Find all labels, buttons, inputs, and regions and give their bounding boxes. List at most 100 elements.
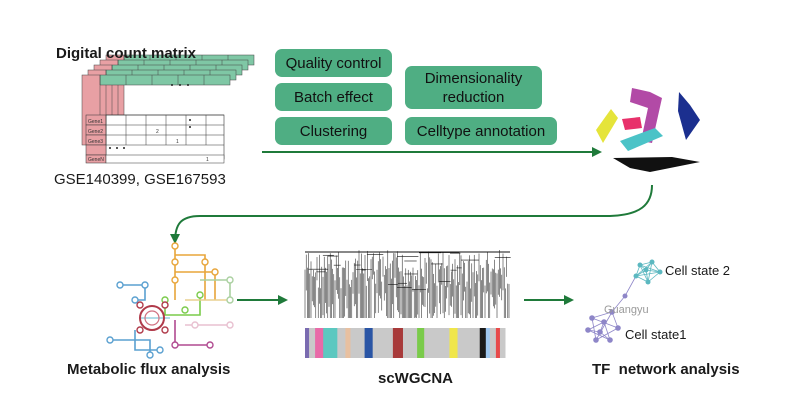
cell-value: 1 (206, 157, 209, 163)
gene-label: Gene2 (88, 129, 103, 135)
module-color-block (485, 328, 491, 358)
metabolite-node (226, 296, 234, 304)
ellipsis-dot (187, 84, 189, 86)
metabolite-node (201, 258, 209, 266)
metabolite-node (181, 306, 189, 314)
metabolite-node (206, 341, 214, 349)
module-color-block (495, 328, 501, 358)
metabolite-node (161, 301, 169, 309)
metabolite-node (191, 321, 199, 329)
gene-label: Gene1 (88, 119, 103, 125)
step-celltype-annotation: Celltype annotation (405, 117, 557, 145)
gene-label: GeneN (88, 157, 104, 163)
tf-node (593, 337, 599, 343)
tf-edge (591, 317, 597, 341)
module-color-block (449, 328, 459, 358)
module-color-block (424, 328, 450, 358)
matrix-row (105, 154, 225, 164)
module-color-block (337, 328, 346, 358)
module-color-block (345, 328, 351, 358)
dendrogram-graphic (304, 250, 511, 318)
tf-edge (595, 311, 613, 341)
module-color-block (309, 328, 316, 358)
module-color-block (392, 328, 404, 358)
metabolite-node (226, 276, 234, 284)
tf-node (633, 273, 639, 279)
tf-edge (647, 271, 661, 283)
metabolite-node (171, 258, 179, 266)
tf-edge (591, 311, 613, 319)
ellipsis-dot (171, 84, 173, 86)
ellipsis-dot (116, 147, 118, 149)
scwgcna-label: scWGCNA (378, 370, 454, 387)
metabolite-node (161, 326, 169, 334)
module-color-block (457, 328, 481, 358)
cycle-ring (144, 310, 160, 326)
metabolite-node (211, 268, 219, 276)
tf-node (607, 337, 613, 343)
module-color-block (364, 328, 374, 358)
tf-edge (635, 271, 661, 277)
metabolite-node (136, 326, 144, 334)
ellipsis-dot (123, 147, 125, 149)
tf-node (609, 309, 615, 315)
ellipsis-dot (189, 126, 191, 128)
tf-node (649, 259, 655, 265)
step-clustering: Clustering (275, 117, 392, 145)
tf-edge (639, 264, 649, 283)
tf-network-graphic (585, 259, 663, 343)
module-color-block (323, 328, 338, 358)
module-color-block (402, 328, 418, 358)
step-dimensionality-reduction: Dimensionality reduction (405, 66, 542, 109)
module-color-block (417, 328, 425, 358)
arrow-to-metabolic (170, 184, 653, 244)
count-matrix-graphic: Gene1 Gene2 Gene3 GeneN 2 1 1 (81, 54, 255, 164)
dataset-caption: GSE140399, GSE167593 (54, 171, 226, 188)
step-quality-control: Quality control (275, 49, 392, 77)
metabolite-node (116, 281, 124, 289)
metabolite-node (131, 296, 139, 304)
ellipsis-dot (189, 119, 191, 121)
tf-edge (624, 275, 637, 297)
tf-edge (587, 321, 605, 331)
pathway-edge (120, 284, 146, 301)
module-color-block (499, 328, 506, 358)
tf-node (585, 327, 591, 333)
tf-node (597, 329, 603, 335)
tf-node (645, 279, 651, 285)
module-color-block (305, 328, 310, 358)
module-color-block (350, 328, 366, 358)
pathway-edge (110, 339, 151, 355)
tf-edge (595, 327, 619, 341)
module-color-block (372, 328, 394, 358)
metabolite-node (171, 276, 179, 284)
metabolic-flux-label: Metabolic flux analysis (67, 361, 231, 378)
module-color-block (479, 328, 487, 358)
module-color-bar (305, 328, 506, 358)
cell-value: 1 (176, 139, 179, 145)
pathway-edge (175, 271, 216, 300)
ellipsis-dot (109, 147, 111, 149)
matrix-gene-cell (85, 144, 107, 156)
tf-node (637, 262, 643, 268)
tf-node (657, 269, 663, 275)
gene-label: Gene3 (88, 139, 103, 145)
tf-edge (647, 261, 653, 283)
matrix-header (99, 74, 231, 86)
tf-node (622, 293, 628, 299)
tf-node (601, 319, 607, 325)
cell-state-2-label: Cell state 2 (665, 263, 731, 278)
matrix-front (105, 114, 225, 160)
module-color-block (315, 328, 324, 358)
tf-network-label: TF network analysis (592, 361, 740, 378)
tf-edge (611, 311, 619, 329)
tf-node (589, 315, 595, 321)
tf-edge (639, 264, 661, 273)
metabolite-node (136, 301, 144, 309)
cell-state-1-label: Cell state1 (625, 327, 687, 342)
metabolite-node (146, 351, 154, 359)
cluster-embedding-graphic (596, 87, 700, 172)
metabolite-node (171, 341, 179, 349)
